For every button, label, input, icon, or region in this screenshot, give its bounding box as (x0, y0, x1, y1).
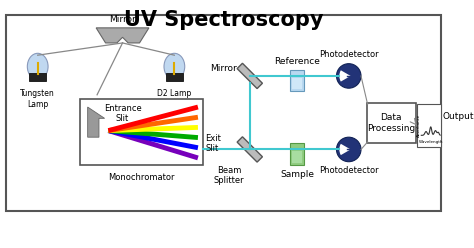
Wedge shape (339, 70, 351, 82)
Bar (29, 73, 46, 81)
Text: Output: Output (443, 112, 474, 122)
Circle shape (337, 137, 361, 162)
Text: D2 Lamp: D2 Lamp (157, 89, 191, 98)
Text: Entrance
Slit: Entrance Slit (104, 104, 141, 123)
Text: Beam
Splitter: Beam Splitter (214, 166, 245, 185)
Bar (292, 78, 301, 89)
Text: Mirror: Mirror (109, 15, 136, 24)
Text: Wavelength: Wavelength (419, 140, 443, 144)
Text: Reference: Reference (274, 57, 320, 65)
Polygon shape (88, 107, 105, 137)
Text: Tungsten
Lamp: Tungsten Lamp (20, 89, 55, 109)
Text: Photodetector: Photodetector (319, 166, 379, 175)
FancyBboxPatch shape (290, 70, 304, 92)
Wedge shape (339, 144, 351, 155)
Text: Sample: Sample (280, 170, 314, 179)
Text: UV Spectroscopy: UV Spectroscopy (124, 10, 323, 30)
Polygon shape (237, 137, 263, 162)
Text: Monochromator: Monochromator (108, 173, 174, 182)
Text: Mirror: Mirror (210, 64, 237, 73)
FancyBboxPatch shape (367, 103, 416, 143)
Polygon shape (237, 63, 263, 89)
Circle shape (337, 64, 361, 88)
Ellipse shape (164, 53, 185, 80)
Text: Photodetector: Photodetector (319, 50, 379, 59)
Text: Exit
Slit: Exit Slit (205, 134, 221, 153)
Text: Absorbance: Absorbance (417, 114, 420, 137)
Ellipse shape (27, 53, 48, 80)
Text: Data
Processing: Data Processing (367, 113, 415, 133)
Polygon shape (96, 28, 149, 43)
Bar (6, 15, 441, 211)
FancyBboxPatch shape (290, 143, 304, 165)
Bar (80, 99, 203, 165)
Bar (292, 151, 301, 163)
Bar (417, 104, 441, 147)
Bar (166, 73, 183, 81)
